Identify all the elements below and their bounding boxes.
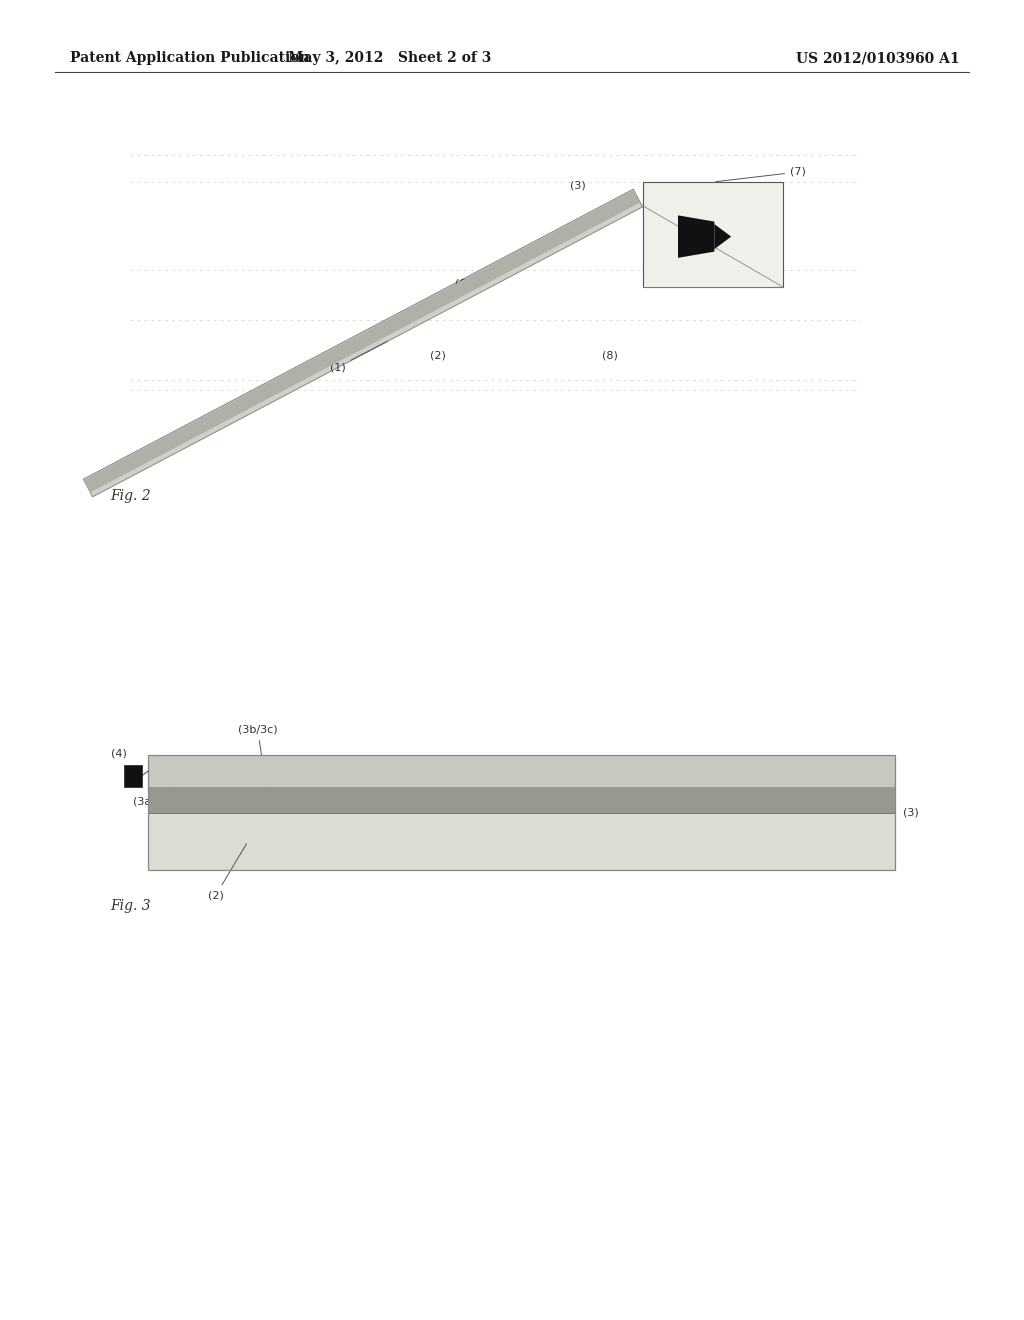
Text: (4): (4) bbox=[111, 748, 127, 759]
Text: (2): (2) bbox=[208, 843, 247, 900]
Text: (7): (7) bbox=[716, 168, 806, 182]
Bar bbox=[643, 182, 783, 286]
Polygon shape bbox=[83, 189, 643, 496]
Polygon shape bbox=[678, 215, 715, 257]
Text: (3b/3c): (3b/3c) bbox=[238, 725, 278, 797]
Text: (3a): (3a) bbox=[133, 772, 206, 807]
Text: (3): (3) bbox=[570, 180, 586, 190]
Text: US 2012/0103960 A1: US 2012/0103960 A1 bbox=[797, 51, 961, 65]
Text: (8): (8) bbox=[602, 350, 617, 360]
Text: (3): (3) bbox=[903, 808, 919, 817]
Text: Fig. 3: Fig. 3 bbox=[110, 899, 151, 913]
Polygon shape bbox=[84, 190, 640, 492]
Bar bbox=[148, 813, 895, 870]
Text: Patent Application Publication: Patent Application Publication bbox=[70, 51, 309, 65]
Text: (2): (2) bbox=[430, 350, 445, 360]
Bar bbox=[148, 755, 895, 870]
Bar bbox=[124, 764, 142, 787]
Text: (1): (1) bbox=[330, 342, 387, 372]
Text: May 3, 2012   Sheet 2 of 3: May 3, 2012 Sheet 2 of 3 bbox=[289, 51, 492, 65]
Polygon shape bbox=[715, 224, 731, 249]
Bar bbox=[148, 755, 895, 787]
Text: Fig. 2: Fig. 2 bbox=[110, 488, 151, 503]
Text: (6): (6) bbox=[455, 279, 471, 288]
Bar bbox=[148, 787, 895, 813]
